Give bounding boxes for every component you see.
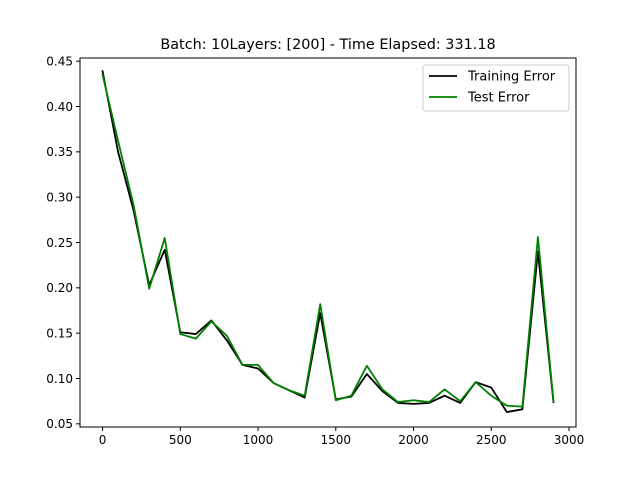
chart-title: Batch: 10Layers: [200] - Time Elapsed: 3… [160,37,495,53]
x-tick-label: 3000 [554,433,585,447]
x-tick-label: 1000 [243,433,274,447]
axes-frame [79,57,577,428]
y-tick-label: 0.10 [46,372,73,386]
x-tick-label: 0 [99,433,107,447]
x-tick-label: 500 [169,433,192,447]
series-line-training-error [101,70,555,413]
x-tick-label: 1500 [321,433,352,447]
legend: Training Error Test Error [422,64,570,112]
y-tick-label: 0.20 [46,281,73,295]
y-tick-label: 0.25 [46,236,73,250]
y-tick-label: 0.40 [46,100,73,114]
y-tick-label: 0.45 [46,54,73,68]
y-tick-label: 0.15 [46,326,73,340]
x-axis: 0 500 1000 1500 2000 2500 3000 [99,427,585,447]
y-axis: 0.05 0.10 0.15 0.20 0.25 0.30 0.35 0.40 0.45 [46,54,80,431]
series-line-test-error [101,73,555,408]
x-tick-label: 2500 [476,433,507,447]
legend-label-training-error: Training Error [467,70,556,85]
legend-box [422,64,570,112]
y-tick-label: 0.30 [46,190,73,204]
x-tick-label: 2000 [398,433,429,447]
y-tick-label: 0.35 [46,145,73,159]
y-tick-label: 0.05 [46,417,73,431]
legend-label-test-error: Test Error [467,91,530,106]
plot-area [101,70,555,413]
